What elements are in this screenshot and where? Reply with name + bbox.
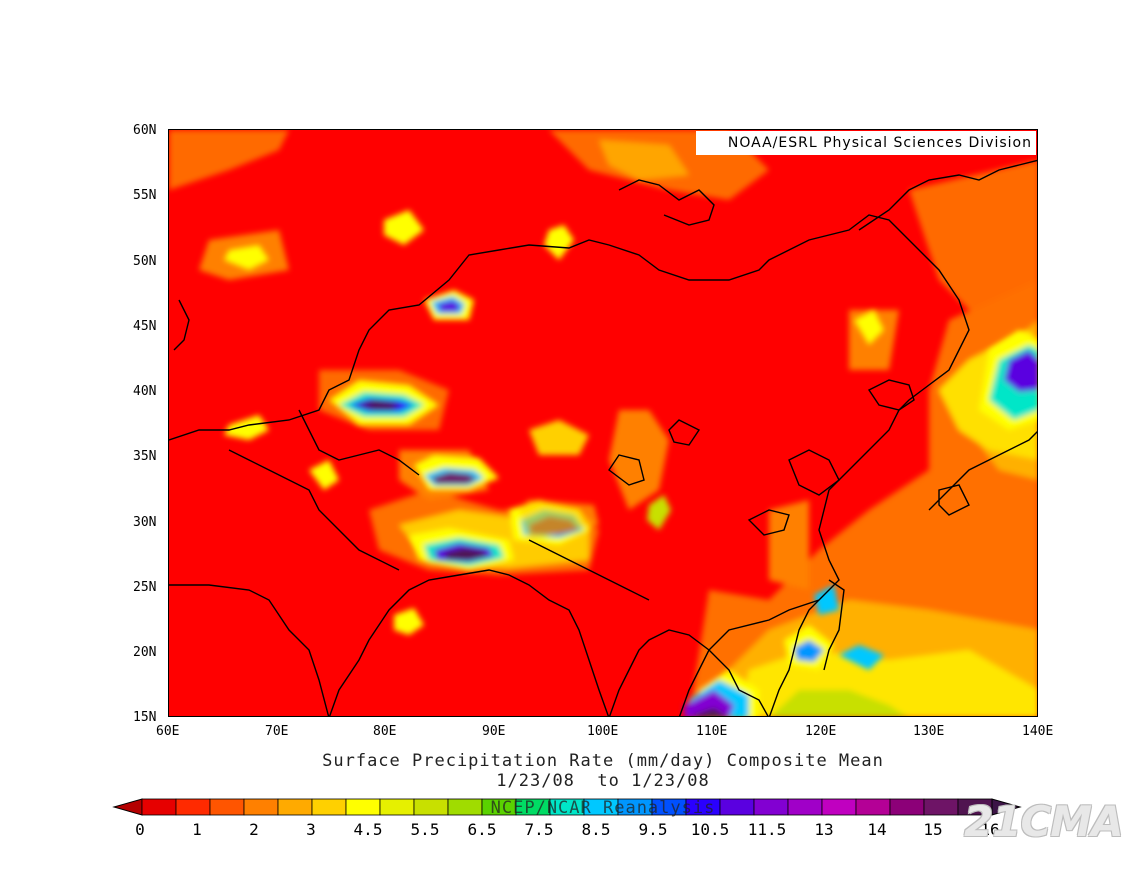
colorbar-label: 13 xyxy=(814,820,833,839)
lon-label: 130E xyxy=(913,724,944,739)
lon-label: 100E xyxy=(587,724,618,739)
colorbar-label: 14 xyxy=(867,820,886,839)
lat-label: 15N xyxy=(133,710,156,725)
lon-label: 80E xyxy=(373,724,396,739)
lat-label: 45N xyxy=(133,319,156,334)
lon-label: 120E xyxy=(805,724,836,739)
colorbar-under-arrow xyxy=(114,799,142,815)
lat-label: 40N xyxy=(133,384,156,399)
colorbar-label: 5.5 xyxy=(411,820,440,839)
colorbar-label: 8.5 xyxy=(582,820,611,839)
watermark-logo: 21CMA xyxy=(964,797,1123,846)
colorbar-label: 10.5 xyxy=(691,820,730,839)
lat-label: 50N xyxy=(133,254,156,269)
lat-label: 25N xyxy=(133,580,156,595)
lon-label: 110E xyxy=(696,724,727,739)
colorbar-label: 6.5 xyxy=(468,820,497,839)
source-label: NCEP/NCAR Reanalysis xyxy=(168,798,1038,818)
precipitation-field xyxy=(169,130,1038,717)
colorbar-label: 4.5 xyxy=(354,820,383,839)
lon-label: 70E xyxy=(265,724,288,739)
lon-label: 140E xyxy=(1022,724,1053,739)
lat-label: 55N xyxy=(133,188,156,203)
precipitation-map xyxy=(168,129,1038,717)
colorbar-label: 9.5 xyxy=(639,820,668,839)
colorbar-label: 15 xyxy=(923,820,942,839)
date-range: 1/23/08 to 1/23/08 xyxy=(168,771,1038,791)
lon-label: 60E xyxy=(156,724,179,739)
credit-label: NOAA/ESRL Physical Sciences Division xyxy=(696,131,1036,155)
colorbar-label: 11.5 xyxy=(748,820,787,839)
lat-label: 35N xyxy=(133,449,156,464)
colorbar-label: 1 xyxy=(192,820,202,839)
colorbar-label: 0 xyxy=(135,820,145,839)
colorbar-label: 7.5 xyxy=(525,820,554,839)
colorbar-label: 3 xyxy=(306,820,316,839)
map-title: Surface Precipitation Rate (mm/day) Comp… xyxy=(168,751,1038,771)
lat-label: 20N xyxy=(133,645,156,660)
lat-label: 60N xyxy=(133,123,156,138)
lat-label: 30N xyxy=(133,515,156,530)
colorbar-label: 2 xyxy=(249,820,259,839)
lon-label: 90E xyxy=(482,724,505,739)
